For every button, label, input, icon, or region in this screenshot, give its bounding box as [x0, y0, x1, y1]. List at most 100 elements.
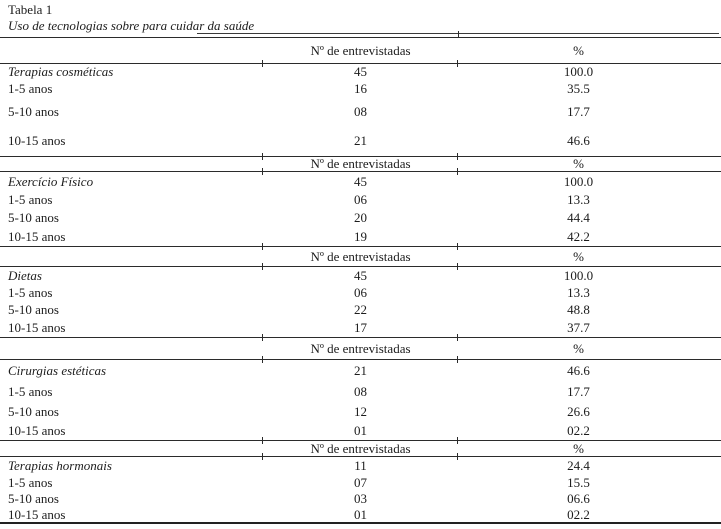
subheader-row: Nº de entrevistadas %	[0, 156, 721, 171]
data-row: 5-10 anos 20 44.4	[0, 209, 721, 227]
column-tick	[262, 356, 263, 363]
col-header-percent: %	[573, 440, 584, 456]
row-label: 1-5 anos	[8, 192, 53, 207]
row-label: 1-5 anos	[8, 474, 53, 490]
data-row: 1-5 anos 07 15.5	[0, 474, 721, 491]
horizontal-rule	[0, 168, 721, 175]
horizontal-rule	[0, 153, 721, 160]
data-row: 1-5 anos 16 35.5	[0, 80, 721, 98]
row-count: 17	[354, 320, 367, 335]
category-label: Dietas	[8, 267, 42, 283]
data-row: 10-15 anos 19 42.2	[0, 227, 721, 246]
row-count: 01	[354, 506, 367, 522]
data-table: Nº de entrevistadas % Terapias cosmética…	[0, 37, 721, 524]
row-pct: 17.7	[567, 384, 590, 399]
column-tick	[457, 453, 458, 460]
row-label: 1-5 anos	[8, 81, 53, 96]
column-tick	[262, 243, 263, 250]
horizontal-rule	[0, 437, 721, 444]
row-count: 08	[354, 384, 367, 399]
category-label: Cirurgias estéticas	[8, 363, 107, 378]
row-count: 22	[354, 302, 367, 317]
subheader-row: Nº de entrevistadas %	[0, 247, 721, 266]
row-label: 1-5 anos	[8, 384, 53, 399]
row-label: 5-10 anos	[8, 210, 59, 225]
category-row: Dietas 45 100.0	[0, 267, 721, 284]
row-pct: 46.6	[567, 132, 590, 148]
row-label: 1-5 anos	[8, 284, 53, 300]
row-pct: 15.5	[567, 474, 590, 490]
category-pct: 46.6	[567, 363, 590, 378]
subheader-row: Nº de entrevistadas %	[0, 441, 721, 456]
row-pct: 06.6	[567, 491, 590, 506]
category-label: Terapias hormonais	[8, 457, 112, 473]
col-header-percent: %	[573, 156, 584, 171]
data-row: 10-15 anos 01 02.2	[0, 421, 721, 440]
row-label: 5-10 anos	[8, 302, 59, 317]
row-count: 20	[354, 210, 367, 225]
col-header-respondents: Nº de entrevistadas	[310, 440, 411, 456]
data-row: 1-5 anos 08 17.7	[0, 382, 721, 402]
col-header-respondents: Nº de entrevistadas	[310, 340, 411, 356]
data-row: 5-10 anos 03 06.6	[0, 491, 721, 507]
table-caption-title: Uso de tecnologias sobre para cuidar da …	[8, 18, 255, 33]
row-label: 10-15 anos	[8, 132, 66, 148]
category-row: Cirurgias estéticas 21 46.6	[0, 360, 721, 382]
category-pct: 24.4	[567, 457, 590, 473]
column-tick	[457, 153, 458, 160]
row-pct: 37.7	[567, 320, 590, 335]
data-row: 5-10 anos 08 17.7	[0, 98, 721, 125]
col-header-respondents: Nº de entrevistadas	[310, 248, 411, 264]
category-pct: 100.0	[563, 173, 594, 189]
data-row: 10-15 anos 17 37.7	[0, 319, 721, 337]
horizontal-rule	[0, 60, 721, 67]
horizontal-rule	[0, 356, 721, 363]
row-pct: 02.2	[567, 506, 590, 522]
row-label: 10-15 anos	[8, 320, 66, 335]
column-tick	[457, 356, 458, 363]
category-row: Terapias hormonais 11 24.4	[0, 457, 721, 474]
row-label: 5-10 anos	[8, 103, 59, 119]
table-bottom-rule	[0, 522, 721, 524]
category-count: 11	[354, 457, 367, 473]
row-pct: 26.6	[567, 403, 590, 419]
column-tick	[262, 453, 263, 460]
row-label: 10-15 anos	[8, 422, 66, 438]
column-tick	[262, 263, 263, 270]
column-tick	[457, 243, 458, 250]
column-tick	[457, 437, 458, 444]
category-row: Terapias cosméticas 45 100.0	[0, 64, 721, 80]
category-pct: 100.0	[563, 267, 594, 283]
column-tick	[262, 334, 263, 341]
column-tick	[262, 153, 263, 160]
row-count: 08	[354, 103, 367, 119]
category-pct: 100.0	[563, 64, 594, 79]
data-row: 1-5 anos 06 13.3	[0, 191, 721, 209]
row-label: 10-15 anos	[8, 228, 66, 244]
column-tick	[262, 168, 263, 175]
row-count: 07	[354, 474, 367, 490]
row-pct: 13.3	[567, 192, 590, 207]
column-tick	[457, 263, 458, 270]
horizontal-rule	[0, 243, 721, 250]
column-tick	[458, 31, 459, 38]
horizontal-rule	[0, 263, 721, 270]
data-row: 5-10 anos 22 48.8	[0, 301, 721, 319]
table-caption-number: Tabela 1	[8, 2, 53, 17]
category-row: Exercício Físico 45 100.0	[0, 172, 721, 191]
column-tick	[262, 437, 263, 444]
row-pct: 48.8	[567, 302, 590, 317]
category-count: 45	[354, 64, 367, 79]
column-tick	[262, 60, 263, 67]
row-count: 03	[354, 491, 367, 506]
row-count: 21	[354, 132, 367, 148]
subheader-row: Nº de entrevistadas %	[0, 38, 721, 63]
col-header-percent: %	[573, 248, 584, 264]
row-count: 12	[354, 403, 367, 419]
row-count: 06	[354, 192, 367, 207]
row-count: 01	[354, 422, 367, 438]
data-row: 10-15 anos 01 02.2	[0, 507, 721, 522]
col-header-percent: %	[573, 42, 584, 58]
caption-rule	[197, 31, 719, 38]
